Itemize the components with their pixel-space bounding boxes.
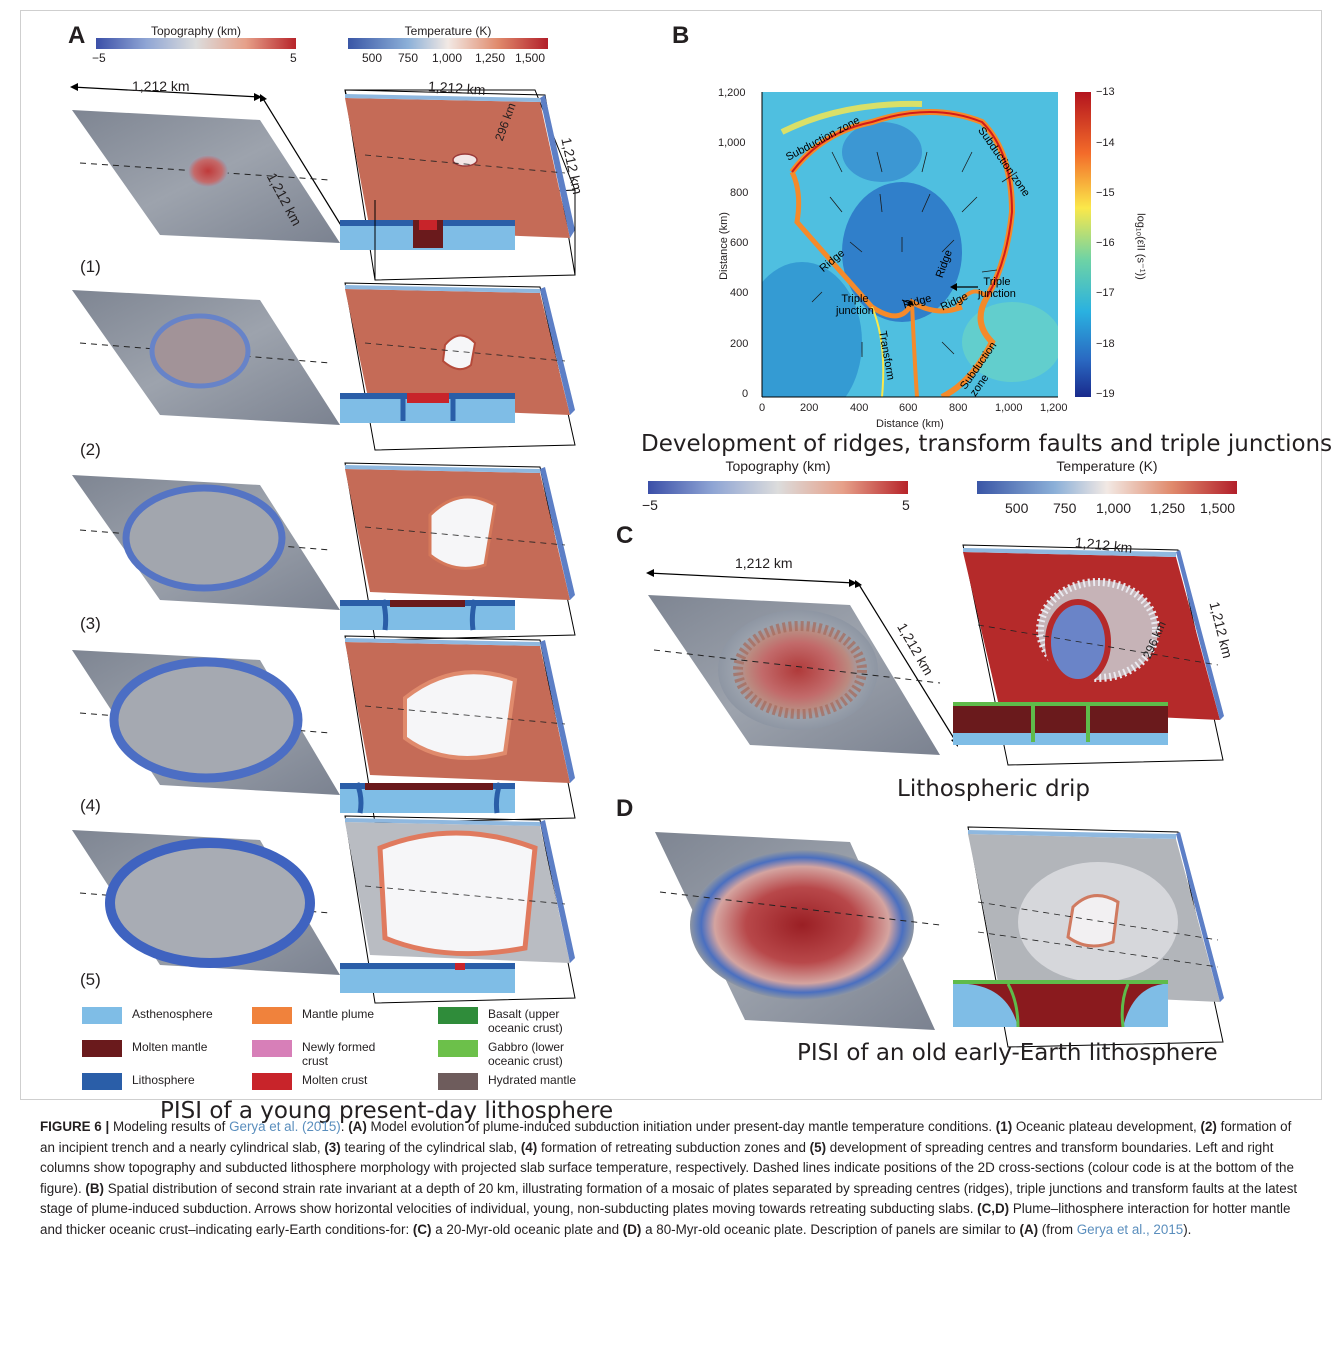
panel-c-width-dimension: 1,212 km	[735, 555, 793, 571]
temperature-colorbar	[977, 481, 1237, 494]
panel-letter-b: B	[672, 22, 690, 49]
stage-2-topography-surface	[72, 290, 340, 425]
figure-frame	[20, 10, 1322, 1100]
topography-max-label: 5	[902, 497, 910, 513]
temperature-tick: 500	[362, 51, 383, 65]
temperature-tick: 750	[1053, 500, 1077, 516]
x-tick: 1,000	[995, 402, 1023, 414]
stage-3-topography-surface	[72, 475, 340, 610]
y-tick: 1,200	[718, 87, 746, 99]
y-tick: 400	[730, 287, 749, 299]
colorbar-tick: −19	[1096, 388, 1115, 400]
temperature-colorbar-title: Temperature (K)	[1056, 458, 1158, 474]
topography-colorbar	[96, 38, 296, 49]
colorbar-tick: −15	[1096, 187, 1115, 199]
y-tick: 600	[730, 237, 749, 249]
temperature-tick: 1,500	[515, 51, 546, 65]
x-tick: 0	[758, 402, 766, 414]
panel-a-caption: PISI of a young present-day lithosphere	[160, 1098, 614, 1124]
temperature-colorbar	[348, 38, 548, 49]
panel-c-topography-surface	[646, 569, 959, 755]
stage-label-4: (4)	[80, 796, 101, 815]
colorbar-tick: −14	[1096, 137, 1115, 149]
colorbar-tick: −18	[1096, 338, 1115, 350]
topography-max-label: 5	[290, 51, 297, 65]
panel-d-topography-surface	[655, 832, 941, 1030]
x-tick: 200	[800, 402, 819, 414]
panel-c-caption: Lithospheric drip	[897, 776, 1091, 802]
temperature-colorbar-title: Temperature (K)	[404, 24, 492, 38]
x-tick: 1,200	[1040, 402, 1068, 414]
y-tick: 1,000	[718, 137, 746, 149]
annotation-triple-junction-1: Triple junction	[836, 293, 874, 317]
y-tick: 200	[730, 338, 749, 350]
stage-5-slab-box	[340, 815, 576, 1004]
panel-letter-a: A	[68, 22, 86, 49]
colorbar-tick: −16	[1096, 237, 1115, 249]
x-tick: 400	[850, 402, 869, 414]
topography-colorbar-title: Topography (km)	[150, 24, 242, 38]
stage-3-slab-box	[340, 462, 576, 641]
temperature-tick: 1,250	[475, 51, 506, 65]
panel-letter-c: C	[616, 522, 634, 549]
temperature-tick: 500	[1005, 500, 1029, 516]
stage-1-slab-box	[340, 89, 576, 281]
stage-4-topography-surface	[72, 650, 340, 795]
panel-d-caption: PISI of an old early-Earth lithosphere	[797, 1040, 1218, 1066]
temperature-tick: 1,250	[1150, 500, 1186, 516]
colorbar-label: log₁₀(ε̇II (s⁻¹))	[1134, 213, 1147, 280]
stage-1-width-dimension: 1,212 km	[132, 78, 190, 94]
x-tick: 800	[949, 402, 968, 414]
strain-rate-axes	[761, 92, 1058, 398]
y-tick: 800	[730, 187, 749, 199]
temperature-tick: 750	[398, 51, 419, 65]
topography-min-label: −5	[92, 51, 106, 65]
stage-2-slab-box	[340, 282, 576, 451]
reference-link[interactable]: Gerya et al. (2015)	[229, 1119, 341, 1134]
strain-rate-map	[762, 92, 1058, 397]
stage-4-slab-box	[340, 635, 576, 824]
panel-letter-d: D	[616, 795, 634, 822]
stage-label-3: (3)	[80, 614, 101, 633]
topography-colorbar	[648, 481, 908, 494]
temperature-tick: 1,000	[432, 51, 463, 65]
x-tick: 600	[899, 402, 918, 414]
stage-label-2: (2)	[80, 440, 101, 459]
colorbar-tick: −17	[1096, 287, 1115, 299]
topography-min-label: −5	[642, 497, 658, 513]
stage-5-topography-surface	[72, 830, 340, 975]
colorbar-tick: −13	[1096, 86, 1115, 98]
temperature-tick: 1,500	[1200, 500, 1236, 516]
panel-d-slab-box	[953, 826, 1224, 1048]
topography-colorbar-title: Topography (km)	[725, 458, 831, 474]
annotation-arrows	[901, 283, 978, 306]
y-axis-label: Distance (km)	[718, 212, 730, 280]
panel-b-caption: Development of ridges, transform faults …	[641, 431, 1333, 457]
strain-rate-colorbar	[1075, 92, 1091, 397]
stage-1-topography-surface	[70, 83, 351, 243]
y-tick: 0	[742, 388, 749, 400]
stage-label-5: (5)	[80, 970, 101, 989]
x-axis-label: Distance (km)	[876, 418, 944, 430]
figure-caption: FIGURE 6 | Modeling results of Gerya et …	[40, 1119, 1298, 1237]
annotation-triple-junction-2: Triple junction	[978, 276, 1016, 300]
panel-c-slab-box	[953, 544, 1224, 766]
temperature-tick: 1,000	[1096, 500, 1132, 516]
stage-label-1: (1)	[80, 257, 101, 276]
reference-link[interactable]: Gerya et al., 2015	[1076, 1221, 1184, 1237]
